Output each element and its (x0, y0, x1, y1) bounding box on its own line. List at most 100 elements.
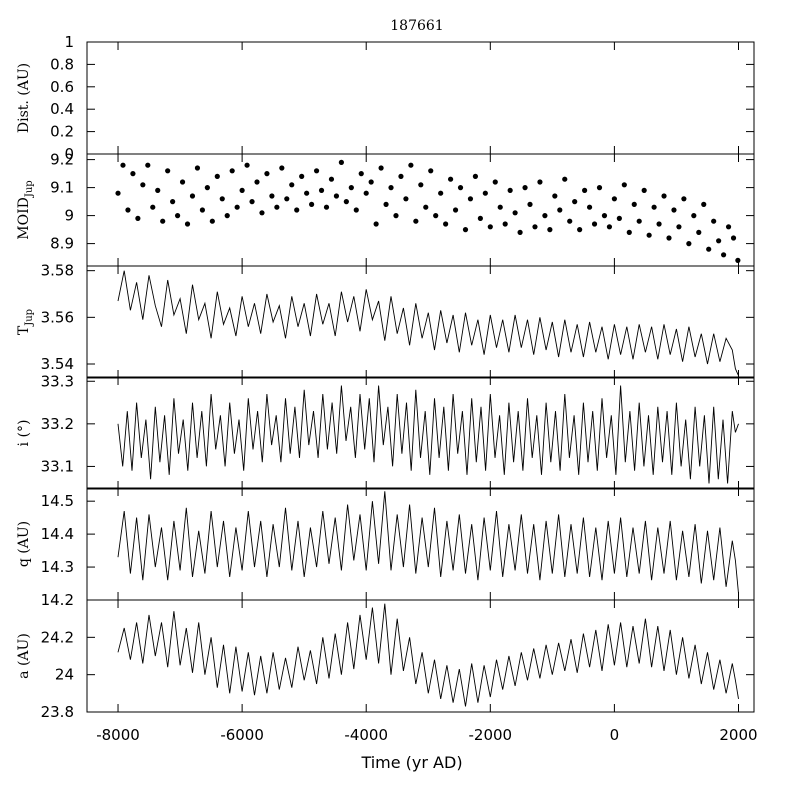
y-tick-label: 9 (64, 207, 74, 225)
data-point (646, 232, 652, 238)
y-axis-label: q (AU) (16, 521, 32, 567)
y-tick-label: 0.6 (50, 78, 74, 96)
data-point (125, 207, 131, 213)
data-point (691, 213, 697, 219)
data-point (641, 187, 647, 193)
data-point (661, 193, 667, 199)
series-line-incl (117, 385, 739, 484)
panel-frame (86, 487, 755, 601)
data-point (557, 207, 563, 213)
data-point (398, 173, 404, 179)
data-point (353, 207, 359, 213)
data-point (373, 221, 379, 227)
data-point (333, 193, 340, 199)
data-point (462, 227, 469, 233)
data-point (428, 168, 434, 174)
series-line-tjup (117, 270, 739, 376)
x-tick-label: 0 (610, 726, 620, 744)
data-point (170, 199, 176, 205)
data-point (120, 162, 126, 168)
y-tick-label: 0 (64, 145, 74, 163)
data-point (224, 213, 230, 219)
data-point (299, 173, 305, 179)
panel-q: 14.2 14.3 14.4 14.5 q (AU) (16, 487, 755, 609)
data-point (502, 221, 508, 227)
data-point (616, 215, 622, 221)
data-point (378, 165, 384, 171)
data-point (209, 218, 215, 224)
data-point (681, 196, 687, 202)
y-tick-label: 9.1 (50, 179, 74, 197)
panel-frame (86, 376, 755, 490)
data-point (730, 235, 737, 241)
panel-dist: 0 0.2 0.4 0.6 0.8 1 Dist. (AU) (16, 33, 755, 163)
data-point (383, 201, 389, 207)
data-point (562, 176, 568, 182)
data-point (174, 213, 181, 219)
y-tick-label: 9.2 (50, 151, 74, 169)
data-point (189, 193, 196, 199)
data-point (204, 185, 210, 191)
data-point (413, 218, 419, 224)
chart-title: 187661 (390, 18, 443, 34)
data-point (234, 204, 240, 210)
y-tick-label: 33.2 (41, 415, 74, 433)
data-point (676, 224, 682, 230)
data-point (686, 241, 692, 247)
y-axis-label-main: T (16, 325, 32, 335)
data-point (572, 199, 578, 205)
data-point (279, 165, 285, 171)
data-point (165, 168, 171, 174)
data-point (244, 162, 250, 168)
data-point (725, 224, 732, 230)
data-point (199, 207, 206, 213)
panel-frame (86, 41, 755, 155)
data-point (438, 190, 444, 196)
data-point (497, 204, 503, 210)
data-point (512, 210, 518, 216)
panel-incl: 33.1 33.2 33.3 i (°) (16, 372, 755, 490)
data-point (487, 224, 493, 230)
y-tick-label: 14.5 (41, 492, 74, 510)
y-tick-label: 14.3 (41, 558, 74, 576)
data-point (403, 196, 409, 202)
data-point (720, 252, 727, 258)
data-point (328, 176, 335, 182)
y-tick-label: 14.4 (41, 525, 74, 543)
data-point (443, 221, 449, 227)
y-axis-label-subscript: Jup (24, 180, 35, 198)
data-point (567, 218, 573, 224)
data-point (706, 246, 712, 252)
data-point (304, 190, 310, 196)
data-point (596, 185, 603, 191)
data-point (254, 179, 260, 185)
data-point (264, 171, 270, 177)
data-point (621, 182, 627, 188)
data-point (135, 215, 141, 221)
data-point (363, 190, 369, 196)
data-point (249, 199, 255, 205)
y-tick-label: 1 (64, 33, 74, 51)
data-point (552, 193, 558, 199)
data-point (318, 187, 325, 193)
data-point (274, 204, 280, 210)
y-axis-label-main: MOID (16, 197, 32, 240)
data-point (115, 190, 121, 196)
x-tick-label: 2000 (719, 726, 757, 744)
series-line-q (117, 491, 739, 594)
data-point (716, 238, 722, 244)
data-point (577, 227, 583, 233)
x-axis-label: Time (yr AD) (360, 753, 462, 772)
data-point (140, 182, 146, 188)
data-point (482, 190, 488, 196)
data-point (601, 213, 608, 219)
y-axis-label: Dist. (AU) (16, 63, 32, 133)
y-tick-label: 33.3 (41, 372, 74, 390)
data-point (477, 215, 483, 221)
y-axis-label: a (AU) (16, 633, 32, 679)
y-tick-label: 0.2 (50, 123, 74, 141)
data-point (214, 173, 220, 179)
data-point (626, 229, 632, 235)
